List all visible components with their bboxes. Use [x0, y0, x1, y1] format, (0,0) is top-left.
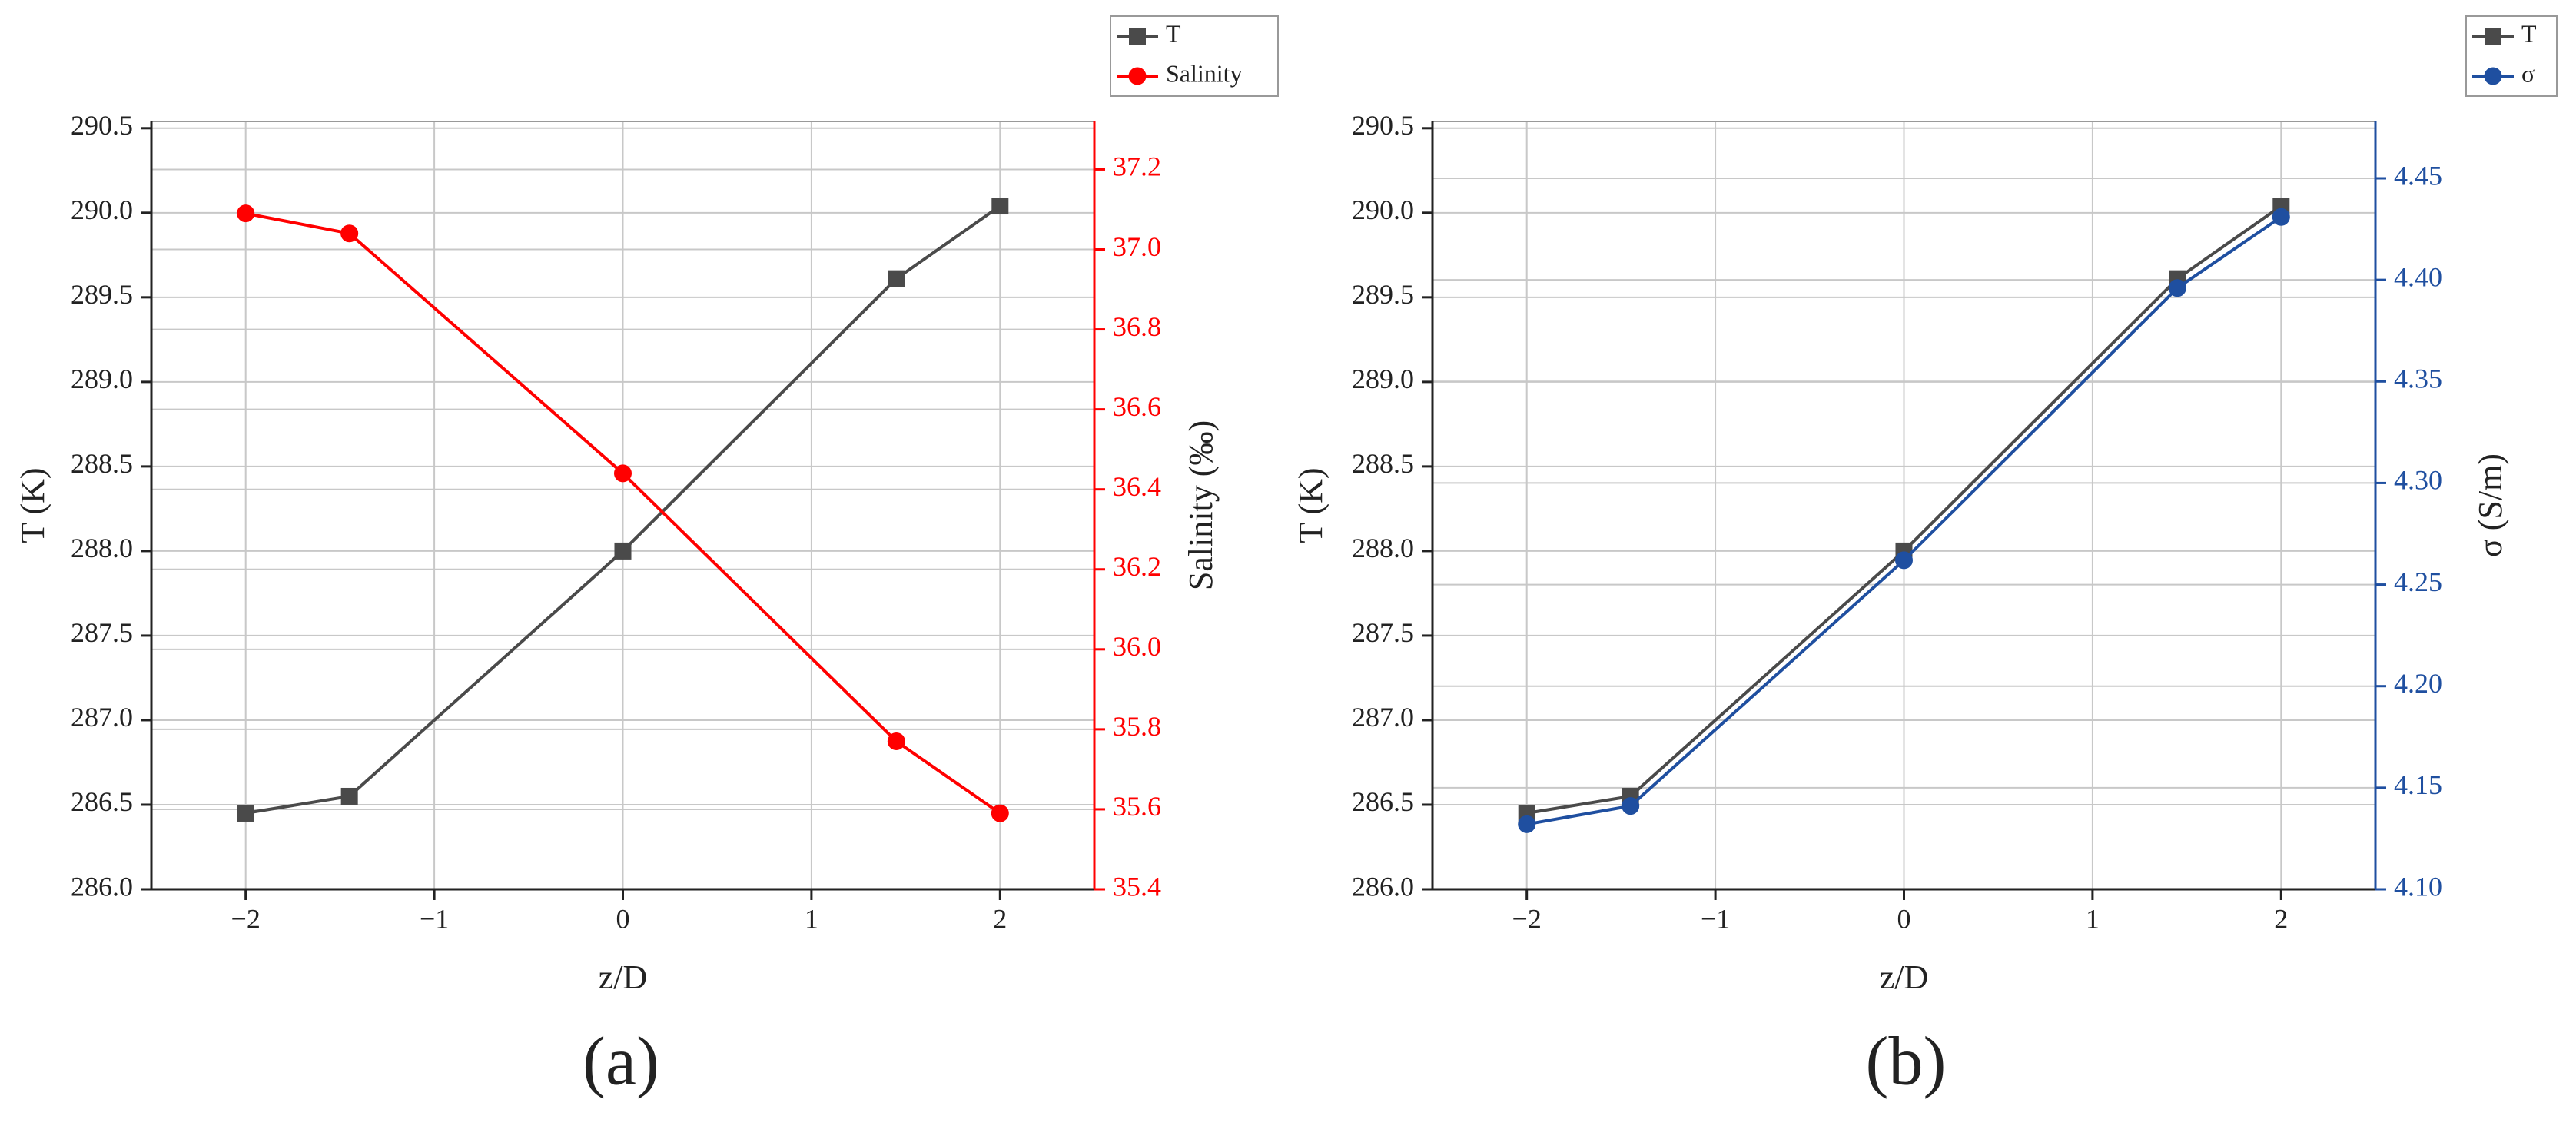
data-point — [1895, 551, 1913, 570]
x-tick-label: 1 — [2086, 903, 2100, 934]
y2-tick-label: 35.4 — [1113, 871, 1161, 902]
x-tick-label: −2 — [1512, 903, 1542, 934]
y-tick-label: 290.5 — [1352, 110, 1414, 141]
legend-label: T — [1166, 19, 1181, 47]
y-tick-label: 290.5 — [71, 110, 133, 141]
data-point — [887, 732, 905, 750]
data-point — [991, 198, 1009, 215]
y-axis-title: T (K) — [14, 467, 51, 543]
y-tick-label: 289.0 — [71, 364, 133, 394]
y2-tick-label: 4.35 — [2394, 364, 2442, 394]
y-tick-label: 286.5 — [1352, 786, 1414, 817]
y2-tick-label: 37.2 — [1113, 151, 1161, 182]
data-point — [1622, 797, 1640, 815]
y-tick-label: 287.0 — [1352, 702, 1414, 732]
data-point — [237, 204, 255, 223]
y-tick-label: 288.5 — [1352, 448, 1414, 479]
y-tick-label: 289.0 — [1352, 364, 1414, 394]
y-tick-label: 287.0 — [71, 702, 133, 732]
data-point — [340, 224, 359, 243]
legend-marker — [2485, 28, 2501, 45]
x-tick-label: 0 — [616, 903, 630, 934]
x-tick-label: −2 — [231, 903, 261, 934]
y-tick-label: 286.5 — [71, 786, 133, 817]
data-point — [888, 270, 905, 287]
legend-label: Salinity — [1166, 59, 1243, 87]
y-tick-label: 286.0 — [1352, 871, 1414, 902]
y-tick-label: 290.0 — [71, 194, 133, 225]
panel-caption: (b) — [1866, 1024, 1947, 1100]
y-tick-label: 287.5 — [1352, 617, 1414, 648]
data-point — [237, 804, 254, 822]
x-tick-label: 0 — [1897, 903, 1911, 934]
data-point — [614, 542, 632, 560]
x-tick-label: 2 — [2274, 903, 2288, 934]
y2-tick-label: 36.2 — [1113, 551, 1161, 582]
y2-axis-title: σ (S/m) — [2471, 453, 2509, 557]
x-tick-label: 2 — [993, 903, 1007, 934]
y2-axis-title: Salinity (‰) — [1182, 420, 1220, 590]
legend-label: T — [2521, 19, 2537, 47]
y2-tick-label: 4.20 — [2394, 668, 2442, 699]
y-tick-label: 288.5 — [71, 448, 133, 479]
y-axis-title: T (K) — [1292, 467, 1329, 543]
data-point — [340, 787, 358, 805]
x-axis-title: z/D — [1880, 958, 1929, 996]
y-tick-label: 287.5 — [71, 617, 133, 648]
y2-tick-label: 37.0 — [1113, 231, 1161, 262]
legend-label: σ — [2521, 59, 2535, 87]
y2-tick-label: 36.6 — [1113, 391, 1161, 422]
y-tick-label: 289.5 — [71, 279, 133, 310]
x-axis-title: z/D — [599, 958, 648, 996]
data-point — [614, 464, 632, 483]
y2-tick-label: 4.45 — [2394, 160, 2442, 191]
x-tick-label: −1 — [420, 903, 449, 934]
y-tick-label: 288.0 — [1352, 533, 1414, 563]
panel-caption: (a) — [583, 1024, 659, 1100]
y2-tick-label: 35.6 — [1113, 791, 1161, 822]
legend-marker — [1128, 67, 1147, 85]
legend-marker — [2484, 67, 2502, 85]
y2-tick-label: 4.15 — [2394, 769, 2442, 800]
y-tick-label: 288.0 — [71, 533, 133, 563]
y2-tick-label: 36.4 — [1113, 471, 1161, 502]
y2-tick-label: 36.8 — [1113, 311, 1161, 342]
y2-tick-label: 4.40 — [2394, 261, 2442, 292]
y2-tick-label: 4.30 — [2394, 465, 2442, 496]
x-tick-label: 1 — [805, 903, 818, 934]
data-point — [991, 804, 1009, 822]
data-point — [2272, 208, 2290, 226]
y2-tick-label: 36.0 — [1113, 631, 1161, 662]
y2-tick-label: 4.10 — [2394, 871, 2442, 902]
data-point — [1518, 815, 1536, 833]
data-point — [2168, 279, 2186, 297]
y-tick-label: 289.5 — [1352, 279, 1414, 310]
y-tick-label: 286.0 — [71, 871, 133, 902]
legend-marker — [1129, 28, 1146, 45]
x-tick-label: −1 — [1701, 903, 1730, 934]
y-tick-label: 290.0 — [1352, 194, 1414, 225]
y2-tick-label: 35.8 — [1113, 711, 1161, 742]
legend-box — [2465, 15, 2558, 97]
y2-tick-label: 4.25 — [2394, 566, 2442, 597]
